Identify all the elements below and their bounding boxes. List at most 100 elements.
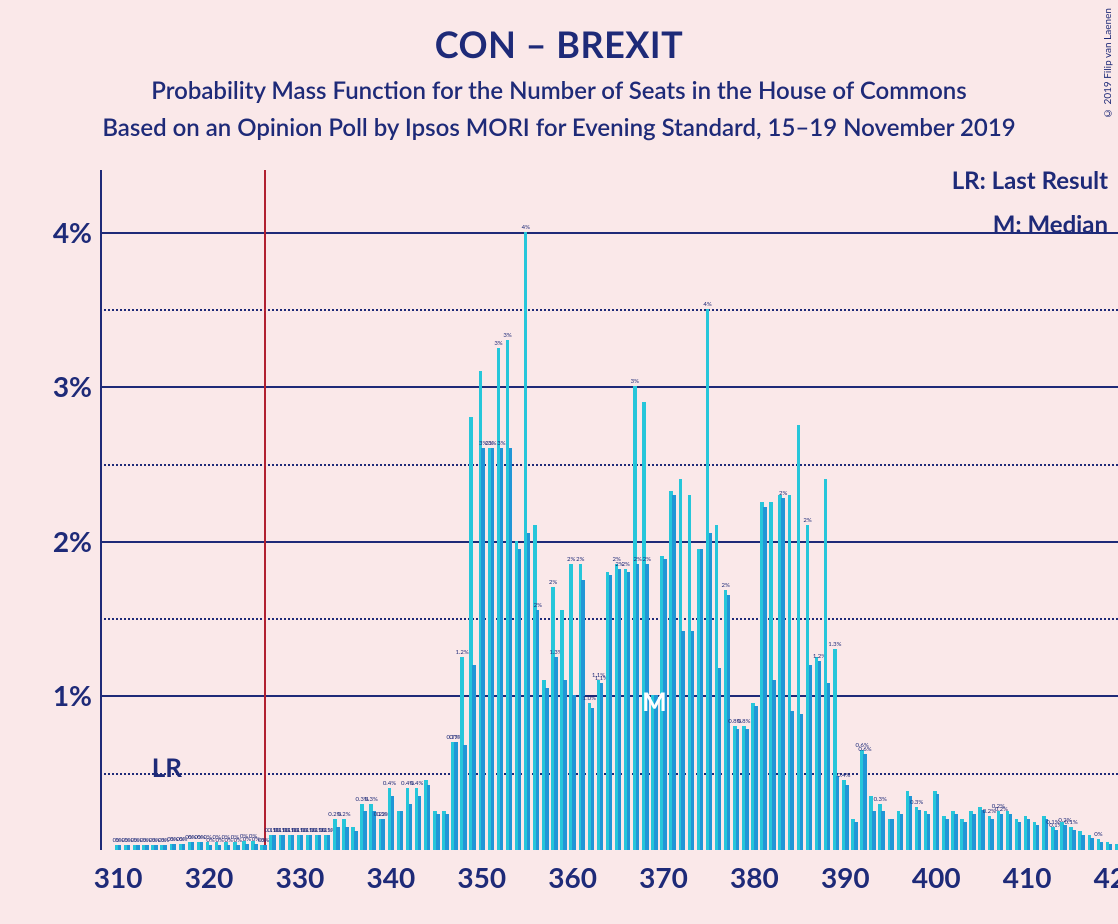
bar-label: 3% [503, 332, 511, 339]
bar-label: 3% [631, 378, 639, 385]
bar-series-b [1036, 825, 1040, 850]
x-tick-label: 400 [912, 860, 961, 894]
bar-series-b [790, 711, 794, 850]
bar-series-b [836, 776, 840, 850]
x-tick-label: 310 [94, 860, 143, 894]
bar-label: 4% [522, 224, 530, 231]
bar-label: 3% [488, 440, 496, 447]
bar-series-b [1063, 825, 1067, 850]
bar-series-b [572, 695, 576, 850]
bar-series-b [509, 448, 513, 850]
bar-series-b [809, 665, 813, 850]
bar-series-b [136, 845, 140, 850]
bar-label: 0.1% [1065, 819, 1078, 826]
bar-series-b [563, 680, 567, 850]
x-tick-label: 320 [185, 860, 234, 894]
bar-series-b [918, 810, 922, 850]
bar-series-b [536, 610, 540, 850]
bar-label: 2% [722, 582, 730, 589]
bar-label: 2% [576, 556, 584, 563]
bar-series-b [581, 580, 585, 850]
bar-series-b [863, 754, 867, 850]
legend-lr: LR: Last Result [952, 166, 1108, 195]
bar-series-b [900, 814, 904, 850]
bar-series-b [272, 835, 276, 850]
bar-series-b [209, 845, 213, 850]
bar-label: 2% [779, 490, 787, 497]
bar-series-b [345, 827, 349, 850]
y-tick-label: 2% [53, 524, 92, 558]
x-tick-label: 340 [366, 860, 415, 894]
bar-label: 0.4% [410, 780, 423, 787]
bar-series-b [963, 822, 967, 850]
bar-series-b [363, 811, 367, 850]
bar-series-b [454, 742, 458, 850]
bar-series-b [718, 668, 722, 850]
bar-label: 2% [549, 579, 557, 586]
bar-series-b [172, 844, 176, 850]
bar-label: 0.2% [337, 811, 350, 818]
bar-series-b [400, 811, 404, 850]
x-tick-label: 410 [1003, 860, 1052, 894]
bar-label: 3% [497, 440, 505, 447]
median-label: M [642, 685, 667, 717]
gridline-minor [100, 464, 1118, 466]
bar-series-b [927, 814, 931, 850]
bar-series-b [954, 814, 958, 850]
bar-label: 3% [494, 340, 502, 347]
bar-series-b [336, 827, 340, 850]
bar-series-b [491, 448, 495, 850]
bar-label: 2% [643, 556, 651, 563]
gridline-major [100, 541, 1118, 543]
bar-label: 0.3% [874, 796, 887, 803]
bar-series-b [527, 533, 531, 850]
bar-series-b [309, 835, 313, 850]
bar-series-b [772, 680, 776, 850]
bar-series-b [554, 657, 558, 850]
lr-label: LR [152, 751, 182, 783]
y-axis [100, 170, 102, 850]
bar-series-b [409, 804, 413, 850]
bar-series-b [972, 814, 976, 850]
legend-m: M: Median [993, 210, 1108, 239]
x-tick-label: 370 [639, 860, 688, 894]
bar-series-b [327, 835, 331, 850]
bar-series-b [818, 661, 822, 850]
bar-series-b [763, 507, 767, 850]
bar-series-b [709, 533, 713, 850]
bar-series-b [636, 564, 640, 850]
bar-label: 4% [703, 301, 711, 308]
bar-series-b [609, 575, 613, 850]
bar-series-b [281, 835, 285, 850]
bar-label: 0.6% [858, 746, 871, 753]
x-tick-label: 360 [548, 860, 597, 894]
bar-series-b [700, 549, 704, 850]
lr-line [264, 170, 266, 850]
x-tick-label: 350 [457, 860, 506, 894]
bar-series-b [981, 810, 985, 850]
bar-label: 2% [534, 602, 542, 609]
bar-series-b [418, 796, 422, 850]
bar-series-b [1090, 838, 1094, 850]
bar-series-b [827, 683, 831, 850]
bar-series-b [1100, 842, 1104, 850]
bar-series-b [654, 695, 658, 850]
bar-series-b [691, 631, 695, 850]
bar-series-b [236, 845, 240, 850]
bar-series-b [182, 844, 186, 850]
x-tick-label: 420 [1094, 860, 1118, 894]
bar-series-b [391, 796, 395, 850]
bar-series-b [781, 498, 785, 850]
bar-series-b [145, 845, 149, 850]
bar-series-b [500, 448, 504, 850]
bar-label: 0% [261, 837, 269, 844]
bar-label: 0.8% [737, 718, 750, 725]
bar-series-b [245, 844, 249, 850]
plot-area: LR: Last Result M: Median 1%2%3%4%0%0%0%… [100, 170, 1118, 850]
bar-series-b [254, 844, 258, 850]
chart-container: CON – BREXIT Probability Mass Function f… [0, 0, 1118, 924]
bar-series-b [1081, 835, 1085, 850]
bar-series-b [354, 831, 358, 850]
bar-series-b [736, 729, 740, 850]
bar-series-b [672, 495, 676, 850]
